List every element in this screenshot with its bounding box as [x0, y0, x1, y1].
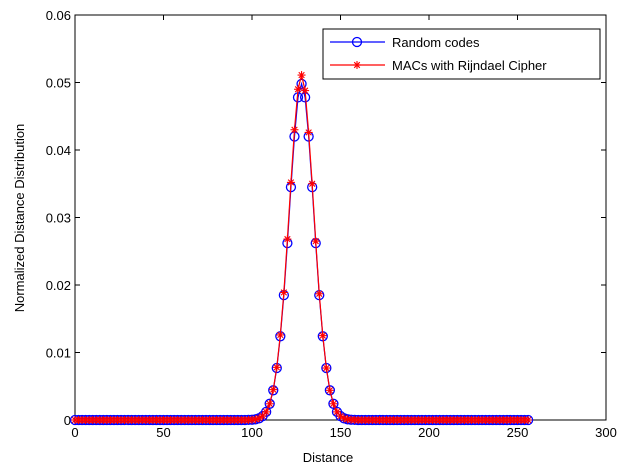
y-tick-label: 0 [64, 413, 71, 428]
x-tick-label: 250 [507, 425, 529, 440]
data-point-star [301, 86, 310, 95]
x-tick-label: 300 [595, 425, 617, 440]
x-axis-ticks: 0 50 100 150 200 250 300 [71, 15, 617, 440]
data-point-star [262, 407, 271, 416]
legend-star-glyph [353, 61, 361, 69]
legend-marker-macs-rijndael [353, 61, 361, 69]
y-tick-label: 0.03 [46, 211, 71, 226]
data-point-star [279, 288, 288, 297]
x-tick-label: 100 [241, 425, 263, 440]
data-point-circle [264, 398, 275, 409]
x-tick-label: 50 [156, 425, 170, 440]
data-point-star [308, 179, 317, 188]
y-axis-label: Normalized Distance Distribution [12, 124, 27, 313]
data-point-star [315, 289, 324, 298]
data-point-star [304, 128, 313, 137]
y-tick-label: 0.05 [46, 76, 71, 91]
x-tick-label: 150 [330, 425, 352, 440]
x-tick-label: 200 [418, 425, 440, 440]
legend-box [322, 28, 601, 80]
data-point-star [251, 415, 260, 424]
legend-label-macs-rijndael: MACs with Rijndael Cipher [392, 58, 547, 73]
legend: Random codes MACs with Rijndael Cipher [322, 28, 601, 80]
data-point-star [286, 178, 295, 187]
data-point-star [265, 399, 274, 408]
y-tick-label: 0.06 [46, 8, 71, 23]
x-tick-label: 0 [71, 425, 78, 440]
data-point-circle [324, 385, 336, 396]
data-point-star [283, 235, 292, 244]
data-point-star [322, 364, 331, 373]
x-axis-label: Distance [303, 450, 354, 465]
data-point-star [269, 385, 278, 394]
data-point-star [272, 363, 281, 372]
legend-marker-random-codes [351, 36, 363, 48]
y-axis-ticks: 0 0.01 0.02 0.03 0.04 0.05 0.06 [46, 8, 606, 428]
y-tick-label: 0.04 [46, 143, 71, 158]
data-point-star [294, 85, 303, 94]
y-tick-label: 0.01 [46, 346, 71, 361]
data-point-star [297, 71, 306, 80]
data-point-star [329, 399, 338, 408]
data-point-star [524, 416, 533, 424]
data-point-star [325, 386, 334, 395]
data-point-circle [296, 78, 307, 89]
legend-label-random-codes: Random codes [392, 35, 480, 50]
data-point-star [290, 125, 299, 134]
data-point-star [276, 330, 285, 339]
plot-area [74, 14, 607, 421]
y-tick-label: 0.02 [46, 278, 71, 293]
series-layer [69, 71, 534, 426]
series-1 [71, 71, 533, 424]
data-point-star [311, 237, 320, 246]
data-point-star [318, 331, 327, 340]
